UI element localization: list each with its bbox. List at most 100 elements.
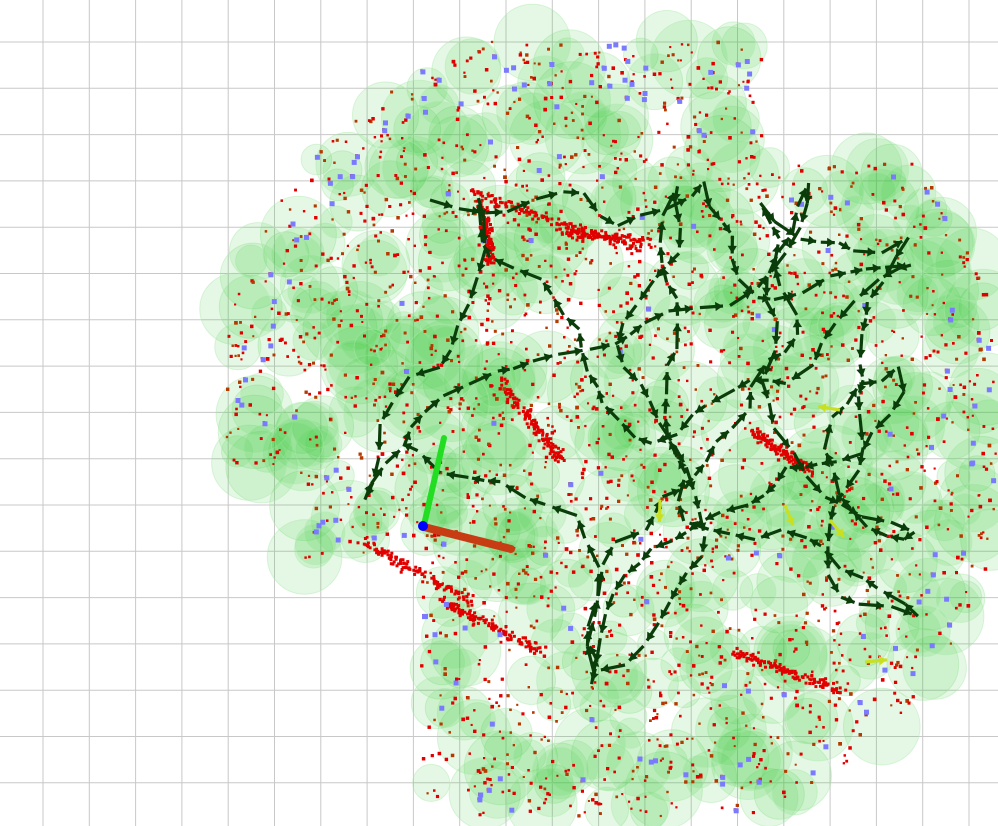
cloud-point — [536, 430, 540, 434]
cloud-point — [643, 779, 647, 782]
cloud-point — [460, 331, 463, 334]
cloud-point — [832, 661, 836, 665]
cloud-point — [633, 150, 636, 153]
cloud-point — [765, 445, 769, 449]
cloud-point — [337, 456, 340, 459]
cloud-point — [698, 673, 701, 676]
cloud-point — [433, 533, 437, 538]
pose-arrow — [762, 277, 772, 296]
cloud-point — [621, 544, 624, 547]
cloud-point — [933, 499, 937, 503]
cloud-point — [527, 769, 530, 772]
cloud-point — [978, 504, 983, 509]
cloud-point — [466, 133, 469, 137]
cloud-point — [576, 392, 579, 396]
cloud-point — [691, 281, 694, 284]
cloud-point — [514, 587, 518, 591]
feature-point — [599, 174, 605, 180]
pose-arrow — [617, 216, 636, 228]
pose-arrow — [862, 431, 874, 450]
cloud-point — [584, 507, 588, 511]
cloud-point — [967, 515, 970, 518]
cloud-point — [359, 188, 364, 192]
cloud-point — [769, 368, 773, 372]
cloud-point — [660, 624, 664, 628]
cloud-point — [345, 286, 350, 291]
cloud-point — [568, 345, 571, 348]
feature-point — [639, 214, 645, 220]
cloud-point — [528, 212, 532, 216]
cloud-point — [832, 688, 836, 692]
landmark-sphere — [679, 640, 733, 694]
pose-arrow — [727, 235, 737, 254]
cloud-point — [588, 121, 592, 126]
landmark-sphere — [936, 287, 978, 328]
landmark-sphere — [488, 538, 554, 605]
cloud-point — [924, 186, 927, 190]
feature-point — [823, 744, 829, 750]
cloud-point — [568, 231, 572, 235]
cloud-point — [692, 169, 695, 172]
cloud-point — [564, 163, 567, 166]
cloud-point — [393, 515, 396, 518]
cloud-point — [571, 226, 575, 230]
cloud-point — [596, 554, 599, 557]
landmark-sphere — [922, 401, 981, 460]
cloud-point — [477, 50, 480, 53]
cloud-point — [597, 802, 601, 806]
cloud-point — [362, 551, 365, 554]
cloud-point — [554, 455, 558, 459]
pose-arrow — [655, 539, 673, 549]
cloud-point — [411, 93, 414, 96]
cloud-point — [533, 651, 537, 655]
cloud-point — [482, 811, 485, 814]
landmark-sphere — [721, 22, 768, 70]
cloud-point — [543, 442, 547, 446]
cloud-point — [401, 471, 406, 476]
cloud-point — [425, 534, 429, 537]
cloud-point — [484, 211, 488, 215]
feature-points — [235, 42, 997, 814]
cloud-point — [663, 415, 667, 420]
cloud-point — [410, 190, 413, 193]
cloud-point — [383, 440, 387, 444]
cloud-point — [798, 458, 802, 462]
pose-arrow — [831, 472, 842, 496]
cloud-point — [591, 233, 595, 237]
cloud-point — [827, 699, 831, 703]
cloud-point — [979, 347, 983, 352]
cloud-point — [441, 599, 445, 603]
cloud-point — [493, 626, 497, 630]
cloud-point — [915, 295, 919, 299]
cloud-point — [877, 539, 881, 543]
cloud-point — [677, 691, 680, 695]
cloud-point — [466, 406, 470, 410]
cloud-point — [581, 239, 585, 243]
cloud-point — [438, 597, 442, 602]
cloud-point — [467, 788, 470, 792]
cloud-point — [284, 312, 288, 316]
landmark-sphere — [262, 422, 326, 485]
cloud-point — [659, 759, 663, 762]
pose-arrow — [394, 375, 411, 398]
landmark-sphere — [586, 743, 635, 792]
cloud-point — [527, 210, 531, 214]
cloud-point — [677, 442, 681, 446]
cloud-point — [320, 297, 324, 301]
cloud-point — [648, 343, 651, 346]
cloud-point — [982, 425, 986, 428]
cloud-point — [504, 381, 508, 385]
cloud-point — [710, 453, 714, 457]
cloud-point — [989, 462, 993, 465]
pose-arrow — [704, 510, 721, 521]
cloud-point — [380, 335, 383, 338]
cloud-point — [571, 119, 575, 122]
cloud-point — [519, 641, 523, 645]
cloud-point — [558, 182, 562, 186]
cloud-point — [760, 659, 763, 663]
cloud-point — [495, 473, 498, 476]
cloud-point — [669, 262, 673, 266]
cloud-point — [725, 721, 728, 725]
